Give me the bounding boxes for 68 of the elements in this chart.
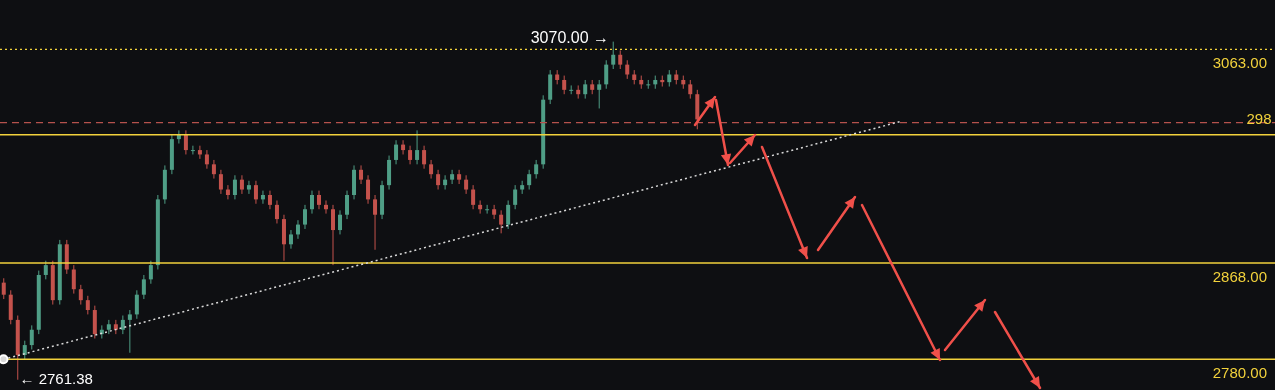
candlestick <box>309 190 314 215</box>
candlestick <box>345 190 350 220</box>
candlestick <box>527 169 532 191</box>
candlestick <box>218 169 223 195</box>
candlestick <box>506 199 511 230</box>
candlestick <box>43 260 48 280</box>
candlestick <box>317 190 321 210</box>
candlestick <box>71 264 76 295</box>
candlestick <box>415 129 420 165</box>
annotation: ← 2761.38 <box>19 370 93 388</box>
candlestick <box>288 229 293 250</box>
candlestick <box>429 159 434 180</box>
ref-line-label: 3063.00 <box>1212 53 1267 71</box>
candlestick <box>267 190 272 210</box>
candlestick <box>534 159 539 180</box>
candlestick <box>246 180 251 195</box>
candlestick <box>562 75 567 95</box>
candlestick <box>401 139 406 155</box>
ref-line-label: 2868.00 <box>1212 267 1267 285</box>
candlestick <box>141 274 146 300</box>
candlestick <box>148 260 153 285</box>
candlestick <box>1 277 6 300</box>
candlestick <box>274 199 279 224</box>
candlestick <box>239 174 244 195</box>
candlestick <box>443 174 448 191</box>
candlestick <box>513 184 518 210</box>
candlestick <box>618 49 623 70</box>
candlestick <box>422 145 427 170</box>
candlestick <box>253 180 258 205</box>
candlestick <box>625 59 630 80</box>
candlestick <box>302 204 307 230</box>
candlestick <box>338 209 343 235</box>
candlestick <box>295 219 300 240</box>
annotation: 298 <box>1246 110 1272 128</box>
candlestick <box>499 209 504 234</box>
candlestick <box>464 174 469 195</box>
candlestick <box>604 59 609 90</box>
candlestick <box>597 79 602 109</box>
candlestick <box>183 129 188 155</box>
candlestick <box>190 145 195 155</box>
candlestick <box>331 204 336 266</box>
candlestick <box>373 194 378 251</box>
candlestick <box>134 289 139 320</box>
candlestick <box>408 145 413 165</box>
ref-line-label: 2780.00 <box>1212 363 1267 381</box>
candlestick <box>232 174 237 200</box>
candlestick <box>394 139 399 165</box>
candlestick <box>450 169 455 185</box>
candlestick <box>485 204 490 215</box>
candlestick <box>436 169 441 191</box>
candlestick <box>211 159 216 180</box>
candlestick <box>492 204 497 220</box>
candlestick <box>359 164 364 185</box>
candlestick <box>471 184 476 210</box>
candlestick <box>127 309 132 354</box>
candlestick <box>225 184 230 200</box>
candlestick <box>204 149 209 170</box>
candlestick <box>688 79 693 100</box>
annotation: 3070.00 → <box>530 29 609 47</box>
candlestick <box>78 284 83 306</box>
candlestick <box>457 169 462 185</box>
candlestick <box>22 340 27 360</box>
candlestick <box>611 41 616 70</box>
candlestick <box>85 295 90 315</box>
candlestick <box>29 324 34 350</box>
candlestick <box>583 79 588 100</box>
candlestick <box>366 174 371 205</box>
candlestick <box>120 315 125 335</box>
